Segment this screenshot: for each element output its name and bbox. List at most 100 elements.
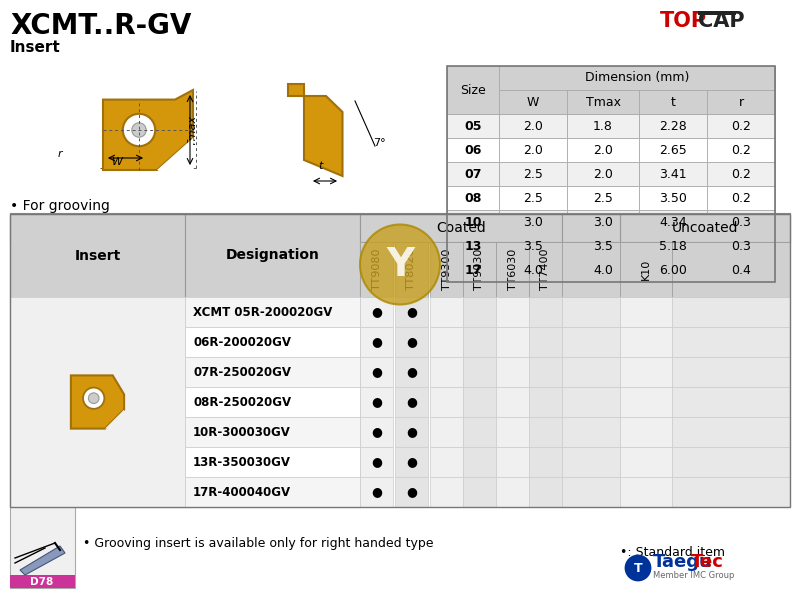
Bar [672,242,790,297]
Text: 07R-250020GV: 07R-250020GV [193,365,291,378]
Text: 4.0: 4.0 [593,263,613,277]
Bar [395,242,428,297]
Text: t: t [670,95,675,108]
Text: TT9080: TT9080 [371,249,382,290]
Text: TT8020: TT8020 [406,249,417,290]
Bar [430,447,463,477]
Bar [447,210,499,234]
Text: 2.0: 2.0 [593,144,613,157]
Text: 2.5: 2.5 [523,167,543,181]
Text: 0.4: 0.4 [731,263,751,277]
Bar [463,447,496,477]
Text: 3.5: 3.5 [593,240,613,253]
Bar [430,417,463,447]
Text: r: r [58,149,62,159]
Text: ●: ● [406,306,417,318]
Bar [567,186,639,210]
Text: 0.2: 0.2 [731,120,751,132]
Text: 05: 05 [464,120,482,132]
Bar [447,162,499,186]
Text: D78: D78 [30,577,54,587]
Text: 0.2: 0.2 [731,167,751,181]
Text: Taegu: Taegu [653,553,713,571]
Bar [499,66,567,90]
Text: •: Standard item: •: Standard item [620,546,725,559]
Bar [10,507,75,588]
Bar [360,447,393,477]
Text: ●: ● [371,455,382,468]
Bar [499,210,567,234]
Bar [499,138,567,162]
Text: ●: ● [371,365,382,378]
Text: 2.5: 2.5 [523,191,543,204]
Bar [10,417,185,447]
Bar [562,357,620,387]
Bar [430,242,463,297]
Bar [620,477,672,507]
Bar [639,90,707,114]
Bar [529,477,562,507]
Polygon shape [20,546,65,575]
Bar [447,114,499,138]
Text: 06R-200020GV: 06R-200020GV [193,336,291,349]
Bar [707,66,775,90]
Bar [620,417,672,447]
Circle shape [360,225,440,305]
Text: 08: 08 [464,191,482,204]
Bar [499,186,567,210]
Bar [10,357,185,387]
Text: TT9030: TT9030 [474,249,485,290]
Bar [707,234,775,258]
Text: Dimension (mm): Dimension (mm) [585,72,689,85]
Bar [639,162,707,186]
Text: 6.00: 6.00 [659,263,687,277]
Bar [567,138,639,162]
Bar [529,327,562,357]
Bar [639,90,707,114]
Bar [672,297,790,327]
Bar [672,327,790,357]
Text: 3.41: 3.41 [659,167,687,181]
Text: 0.2: 0.2 [731,191,751,204]
Bar [430,477,463,507]
Bar [707,258,775,282]
Bar [10,575,75,588]
Bar [395,327,428,357]
Text: ●: ● [371,486,382,498]
Bar [529,242,562,297]
Bar [499,90,567,114]
Bar [463,327,496,357]
Bar [672,417,790,447]
Bar [639,186,707,210]
Bar [672,477,790,507]
Text: Y: Y [386,246,414,284]
Text: • Grooving insert is available only for right handed type: • Grooving insert is available only for … [83,537,434,550]
Bar [529,447,562,477]
Bar [395,357,428,387]
Circle shape [132,123,146,137]
Bar [620,327,672,357]
Bar [620,214,790,242]
Bar [707,258,775,282]
Text: 10: 10 [464,216,482,228]
Text: ●: ● [406,486,417,498]
Text: 17R-400040GV: 17R-400040GV [193,486,291,498]
Bar [639,210,707,234]
Text: 0.3: 0.3 [731,240,751,253]
Text: W: W [527,95,539,108]
Bar [620,447,672,477]
Bar [707,210,775,234]
Bar [620,387,672,417]
Bar [10,297,185,507]
Bar [562,297,620,327]
Text: 13: 13 [464,240,482,253]
Bar [496,297,529,327]
Bar [529,417,562,447]
Bar [620,242,672,297]
Text: 06: 06 [464,144,482,157]
Bar [430,357,463,387]
Text: t: t [318,161,322,171]
Text: 3.5: 3.5 [523,240,543,253]
Text: 7°: 7° [373,138,386,148]
Bar [567,258,639,282]
